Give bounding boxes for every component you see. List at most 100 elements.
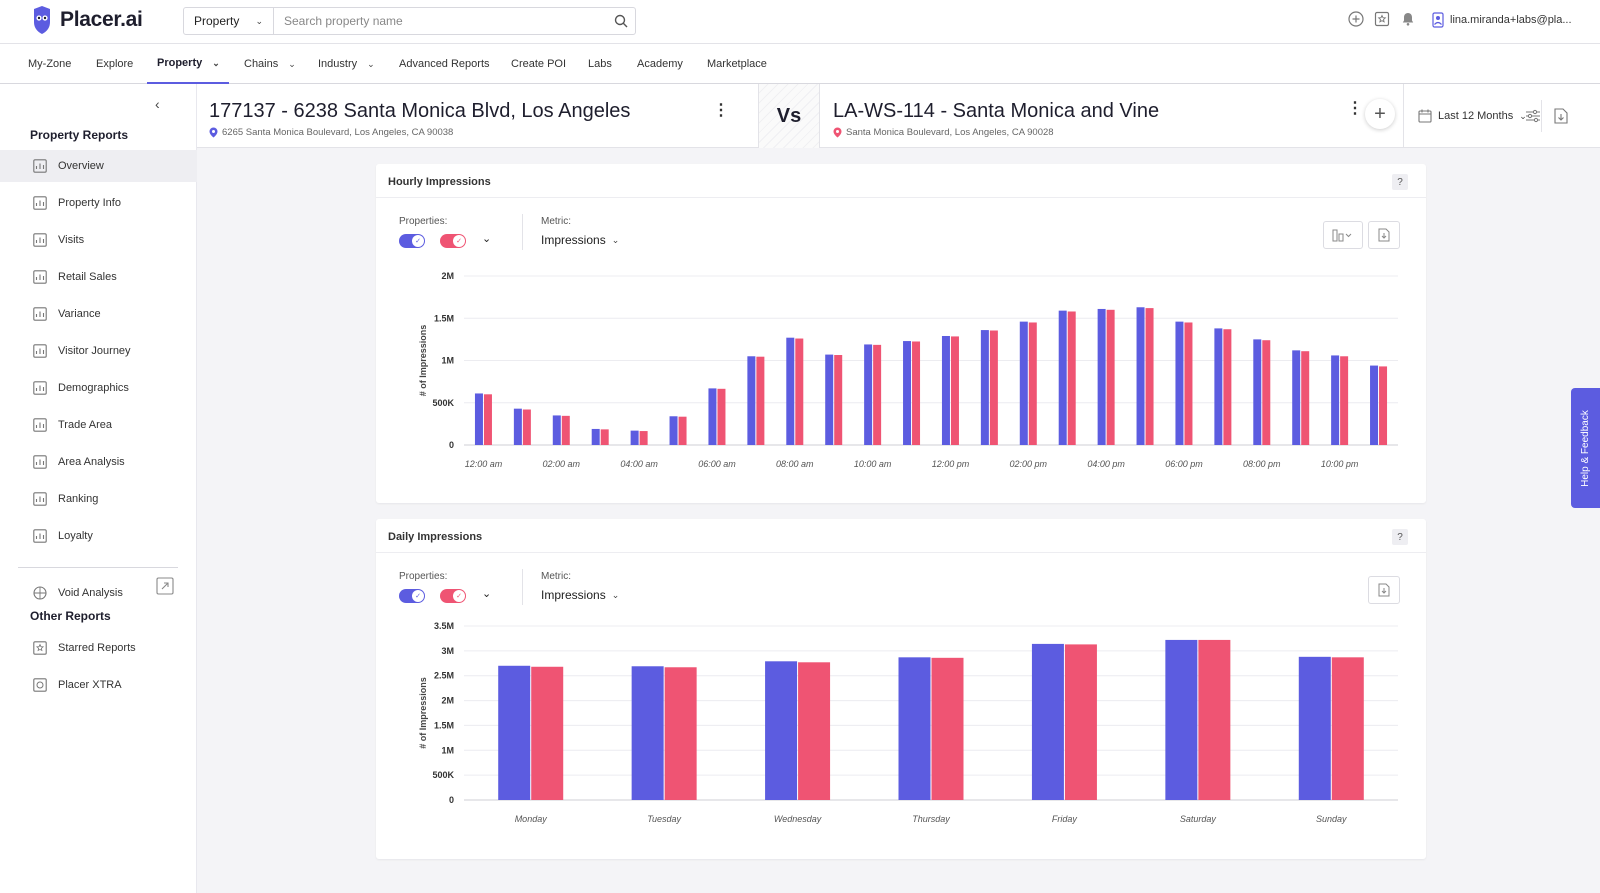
search-bar: Property ⌄ [183,7,636,35]
bar-series-1 [631,666,664,800]
check-icon: ✓ [412,590,424,602]
bar-series-2 [1106,309,1115,445]
filter-sliders-icon[interactable] [1525,108,1541,129]
export-file-icon[interactable] [1554,108,1568,129]
location-pin-icon [209,127,218,138]
nav-create-poi[interactable]: Create POI [511,44,566,84]
download-button[interactable] [1368,221,1400,249]
sidebar-item-starred-reports[interactable]: Starred Reports [0,632,197,664]
bar-series-2 [1301,351,1310,445]
left-more-icon[interactable]: ⋮ [713,102,729,119]
date-range-select[interactable]: Last 12 Months ⌄ [1403,84,1527,148]
help-feedback-tab[interactable]: Help & Feedback [1571,388,1600,508]
daily-impressions-chart: # of Impressions 0 500K 1M 1.5M 2M 2.5M 3M 3.5M M… [418,621,1398,824]
starred-box-icon[interactable] [1374,11,1390,27]
sidebar-item-trade-area[interactable]: Trade Area [0,409,197,441]
sidebar-item-label: Loyalty [58,530,93,542]
bar-series-1 [552,415,561,445]
search-input[interactable] [274,8,607,34]
sidebar-item-retail-sales[interactable]: Retail Sales [0,261,197,293]
sidebar-item-ranking[interactable]: Ranking [0,483,197,515]
help-icon[interactable]: ? [1392,529,1408,545]
right-property-address: Santa Monica Boulevard, Los Angeles, CA … [833,127,1054,138]
xtra-icon [32,677,48,693]
nav-label: Academy [637,58,683,70]
date-range-label: Last 12 Months [1438,110,1514,122]
collapse-sidebar-icon[interactable]: ‹ [155,96,160,112]
nav-my-zone[interactable]: My-Zone [28,44,71,84]
bar-series-1 [513,408,522,445]
nav-marketplace[interactable]: Marketplace [707,44,767,84]
bar-series-2 [798,662,831,800]
void-analysis-icon [32,585,48,601]
property-1-toggle[interactable]: ✓ [399,234,425,248]
sidebar-item-overview[interactable]: Overview [0,150,197,182]
chevron-down-icon: ⌄ [1519,110,1527,121]
property-2-toggle[interactable]: ✓ [440,234,466,248]
right-property-title: LA-WS-114 - Santa Monica and Vine [833,100,1160,122]
right-more-icon[interactable]: ⋮ [1347,100,1363,117]
nav-explore[interactable]: Explore [96,44,133,84]
search-icon[interactable] [607,8,635,34]
properties-dropdown-icon[interactable]: ⌄ [482,233,492,245]
sidebar-item-placer-xtra[interactable]: Placer XTRA [0,669,197,701]
brand-logo[interactable]: Placer.ai [30,5,143,35]
bar-series-2 [717,388,726,445]
metric-select[interactable]: Impressions ⌄ [541,233,619,247]
calendar-icon [1418,109,1432,123]
user-menu[interactable]: lina.miranda+labs@pla... [1432,12,1572,28]
bar-series-1 [765,661,798,800]
bell-icon[interactable] [1400,11,1416,27]
star-icon [32,640,48,656]
nav-academy[interactable]: Academy [637,44,683,84]
download-button[interactable] [1368,576,1400,604]
nav-advanced-reports[interactable]: Advanced Reports [399,44,490,84]
sidebar-item-label: Starred Reports [58,642,136,654]
sidebar-item-loyalty[interactable]: Loyalty [0,520,197,552]
x-tick-label: 12:00 am [465,459,503,469]
sidebar-item-property-info[interactable]: Property Info [0,187,197,219]
check-icon: ✓ [412,235,424,247]
sidebar-item-area-analysis[interactable]: Area Analysis [0,446,197,478]
bar-series-1 [786,337,795,445]
help-icon[interactable]: ? [1392,174,1408,190]
property-2-toggle[interactable]: ✓ [440,589,466,603]
external-link-icon[interactable] [156,577,174,598]
bar-series-1 [1175,321,1184,445]
add-circle-icon[interactable] [1348,11,1364,27]
nav-industry[interactable]: Industry ⌄ [318,44,375,84]
left-property-title: 177137 - 6238 Santa Monica Blvd, Los Ang… [209,100,631,122]
property-1-toggle[interactable]: ✓ [399,589,425,603]
nav-label: Explore [96,58,134,70]
add-property-button[interactable]: + [1365,99,1395,129]
sidebar-item-label: Variance [58,308,101,320]
x-tick-label: Friday [1052,814,1078,824]
sidebar-item-variance[interactable]: Variance [0,298,197,330]
sidebar-item-demographics[interactable]: Demographics [0,372,197,404]
bar-series-1 [1165,639,1198,800]
hourly-impressions-card: Hourly Impressions ? Properties: ✓ ✓ ⌄ M… [376,164,1426,503]
bar-series-1 [708,388,717,445]
bar-series-2 [989,330,998,445]
chart-type-button[interactable] [1323,221,1363,249]
sidebar: ‹ Property Reports Overview Property Info… [0,84,197,893]
sidebar-item-visits[interactable]: Visits [0,224,197,256]
sidebar-item-void-analysis[interactable]: Void Analysis [0,577,197,609]
nav-label: Property [157,57,203,69]
nav-property[interactable]: Property ⌄ [147,44,229,84]
nav-chains[interactable]: Chains ⌄ [244,44,296,84]
sidebar-item-visitor-journey[interactable]: Visitor Journey [0,335,197,367]
metric-select[interactable]: Impressions ⌄ [541,588,619,602]
bar-series-2 [834,355,843,445]
card-title: Hourly Impressions [388,176,491,188]
nav-labs[interactable]: Labs [588,44,612,84]
properties-dropdown-icon[interactable]: ⌄ [482,588,492,600]
search-type-select[interactable]: Property ⌄ [184,8,274,34]
bar-series-2 [1340,356,1349,445]
header-divider [1541,100,1542,132]
bar-series-2 [1223,329,1232,445]
bar-series-1 [1370,365,1379,445]
placer-logo-icon [34,6,50,34]
bar-series-1 [630,430,639,445]
y-tick-label: 1M [441,356,454,366]
